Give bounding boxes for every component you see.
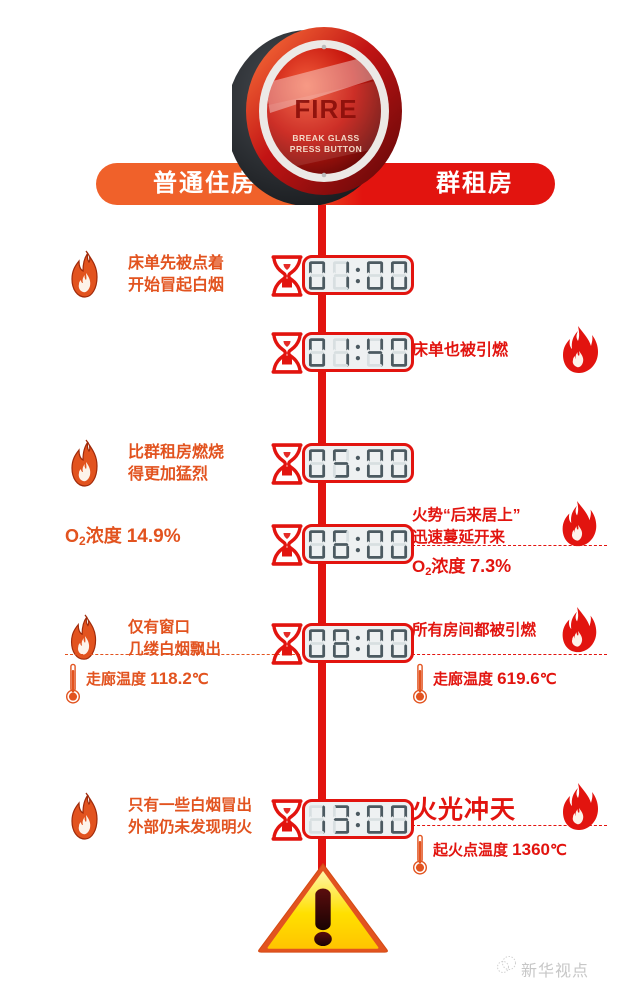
svg-text:FIRE: FIRE	[294, 94, 357, 124]
svg-text:BREAK GLASS: BREAK GLASS	[292, 133, 359, 143]
svg-text:PRESS BUTTON: PRESS BUTTON	[290, 144, 362, 154]
